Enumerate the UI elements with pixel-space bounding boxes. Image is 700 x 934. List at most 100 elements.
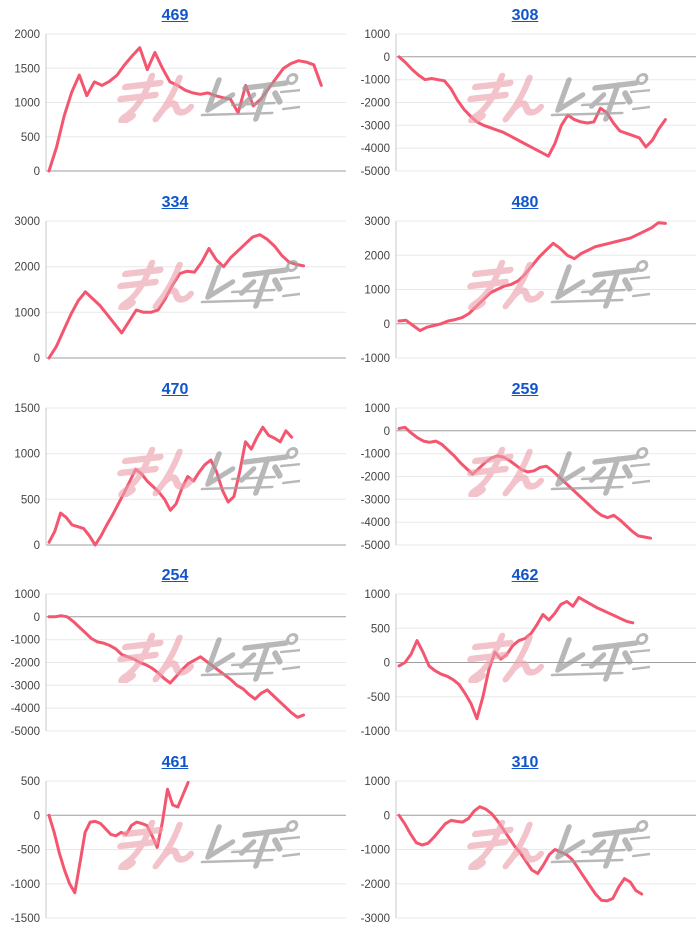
payout-line-chart: 3000 2000 1000 0 -1000 xyxy=(361,216,696,365)
y-axis-tick-label: 0 xyxy=(34,353,40,365)
y-axis-tick-label: -3000 xyxy=(11,681,40,693)
payout-line xyxy=(47,46,323,173)
machine-chart-cell: 461 500 0 -500 -1000 -1500 xyxy=(0,747,350,934)
y-axis-tick-label: -1000 xyxy=(361,448,390,460)
payout-line-chart: 1000 0 -1000 -2000 -3000 -4000 -5000 xyxy=(361,29,696,178)
machine-number-link[interactable]: 461 xyxy=(161,754,189,772)
payout-line-chart: 1000 0 -1000 -2000 -3000 -4000 -5000 xyxy=(361,403,696,552)
chart-title: 462 xyxy=(350,567,700,585)
payout-line xyxy=(397,805,644,903)
machine-chart-cell: 334 3000 2000 1000 0 xyxy=(0,187,350,374)
machine-chart-cell: 254 1000 0 -1000 -2000 -3000 -4000 -5000 xyxy=(0,560,350,747)
machine-chart-cell: 259 1000 0 -1000 -2000 -3000 -4000 -5000 xyxy=(350,374,700,561)
y-axis-tick-label: -3000 xyxy=(361,494,390,506)
y-axis-tick-label: 1000 xyxy=(14,448,40,460)
y-axis-tick-label: -1000 xyxy=(361,353,390,365)
chart-title: 470 xyxy=(0,381,350,399)
y-axis-tick-label: 0 xyxy=(384,425,390,437)
y-axis-tick-label: -3000 xyxy=(361,913,390,925)
payout-line-chart: 1000 0 -1000 -2000 -3000 xyxy=(361,776,696,925)
y-axis-tick-label: 1000 xyxy=(14,589,40,601)
y-axis-tick-label: 1000 xyxy=(14,98,40,110)
payout-line xyxy=(397,55,667,158)
y-axis-tick-label: -5000 xyxy=(11,726,40,738)
y-axis-tick-label: -2000 xyxy=(11,658,40,670)
y-axis-tick-label: 1000 xyxy=(364,403,390,415)
y-axis-tick-label: 2000 xyxy=(14,261,40,273)
y-axis-tick-label: -2000 xyxy=(361,471,390,483)
machine-number-link[interactable]: 470 xyxy=(161,380,189,398)
y-axis-tick-label: 500 xyxy=(21,494,40,506)
payout-line xyxy=(397,220,667,332)
y-axis-tick-label: -1500 xyxy=(11,913,40,925)
machine-number-link[interactable]: 462 xyxy=(511,567,539,585)
y-axis-tick-label: -2000 xyxy=(361,879,390,891)
machine-chart-cell: 470 1500 1000 500 0 xyxy=(0,374,350,561)
payout-line-chart: 3000 2000 1000 0 xyxy=(14,216,346,365)
y-axis-tick-label: 1000 xyxy=(14,307,40,319)
y-axis-tick-label: 1000 xyxy=(364,284,390,296)
y-axis-tick-label: 0 xyxy=(384,810,390,822)
payout-line xyxy=(397,596,635,721)
machine-chart-cell: 308 1000 0 -1000 -2000 -3000 -4000 -5000 xyxy=(350,0,700,187)
y-axis-tick-label: 500 xyxy=(371,624,390,636)
y-axis-tick-label: -1000 xyxy=(11,879,40,891)
machine-number-link[interactable]: 308 xyxy=(511,7,539,24)
y-axis-tick-label: 0 xyxy=(384,319,390,331)
machine-chart-cell: 469 2000 1500 1000 500 0 xyxy=(0,0,350,187)
y-axis-tick-label: -1000 xyxy=(361,726,390,738)
payout-line xyxy=(397,425,653,540)
y-axis-tick-label: 500 xyxy=(21,776,40,788)
chart-title: 254 xyxy=(0,567,350,585)
payout-line xyxy=(47,781,190,895)
y-axis-tick-label: -3000 xyxy=(361,120,390,132)
y-axis-tick-label: 1500 xyxy=(14,63,40,75)
chart-title: 259 xyxy=(350,381,700,399)
y-axis-tick-label: -5000 xyxy=(361,166,390,178)
y-axis-tick-label: 1500 xyxy=(14,403,40,415)
machine-number-link[interactable]: 259 xyxy=(511,380,539,398)
machine-chart-cell: 480 3000 2000 1000 0 -1000 xyxy=(350,187,700,374)
y-axis-tick-label: 3000 xyxy=(14,216,40,228)
y-axis-tick-label: 1000 xyxy=(364,776,390,788)
chart-title: 308 xyxy=(350,7,700,25)
y-axis-tick-label: -500 xyxy=(367,692,390,704)
machine-chart-cell: 462 1000 500 0 -500 -1000 xyxy=(350,560,700,747)
payout-line-chart: 500 0 -500 -1000 -1500 xyxy=(11,776,346,925)
payout-line xyxy=(47,614,306,720)
y-axis-tick-label: 1000 xyxy=(364,589,390,601)
y-axis-tick-label: 2000 xyxy=(364,250,390,262)
y-axis-tick-label: 500 xyxy=(21,132,40,144)
payout-line-chart: 2000 1500 1000 500 0 xyxy=(14,29,346,178)
y-axis-tick-label: 0 xyxy=(34,612,40,624)
y-axis-tick-label: -1000 xyxy=(11,635,40,647)
y-axis-tick-label: -4000 xyxy=(11,704,40,716)
y-axis-tick-label: 0 xyxy=(34,540,40,552)
chart-title: 461 xyxy=(0,754,350,772)
chart-title: 480 xyxy=(350,194,700,212)
y-axis-tick-label: -1000 xyxy=(361,75,390,87)
y-axis-tick-label: 1000 xyxy=(364,29,390,41)
y-axis-tick-label: 0 xyxy=(34,810,40,822)
machine-number-link[interactable]: 469 xyxy=(161,7,189,24)
y-axis-tick-label: 3000 xyxy=(364,216,390,228)
payout-line xyxy=(47,425,294,547)
y-axis-tick-label: -500 xyxy=(17,845,40,857)
machine-number-link[interactable]: 254 xyxy=(161,567,189,585)
y-axis-tick-label: -4000 xyxy=(361,143,390,155)
payout-line-chart: 1500 1000 500 0 xyxy=(14,403,346,552)
y-axis-tick-label: 2000 xyxy=(14,29,40,41)
machine-number-link[interactable]: 310 xyxy=(511,754,539,772)
y-axis-tick-label: 0 xyxy=(34,166,40,178)
y-axis-tick-label: 0 xyxy=(384,658,390,670)
y-axis-tick-label: 0 xyxy=(384,52,390,64)
machine-number-link[interactable]: 480 xyxy=(511,193,539,211)
payout-line-chart: 1000 500 0 -500 -1000 xyxy=(361,589,696,738)
machine-number-link[interactable]: 334 xyxy=(161,193,189,211)
chart-title: 469 xyxy=(0,7,350,25)
payout-line-chart: 1000 0 -1000 -2000 -3000 -4000 -5000 xyxy=(11,589,346,738)
payout-line xyxy=(47,232,306,360)
y-axis-tick-label: -1000 xyxy=(361,845,390,857)
y-axis-tick-label: -2000 xyxy=(361,98,390,110)
